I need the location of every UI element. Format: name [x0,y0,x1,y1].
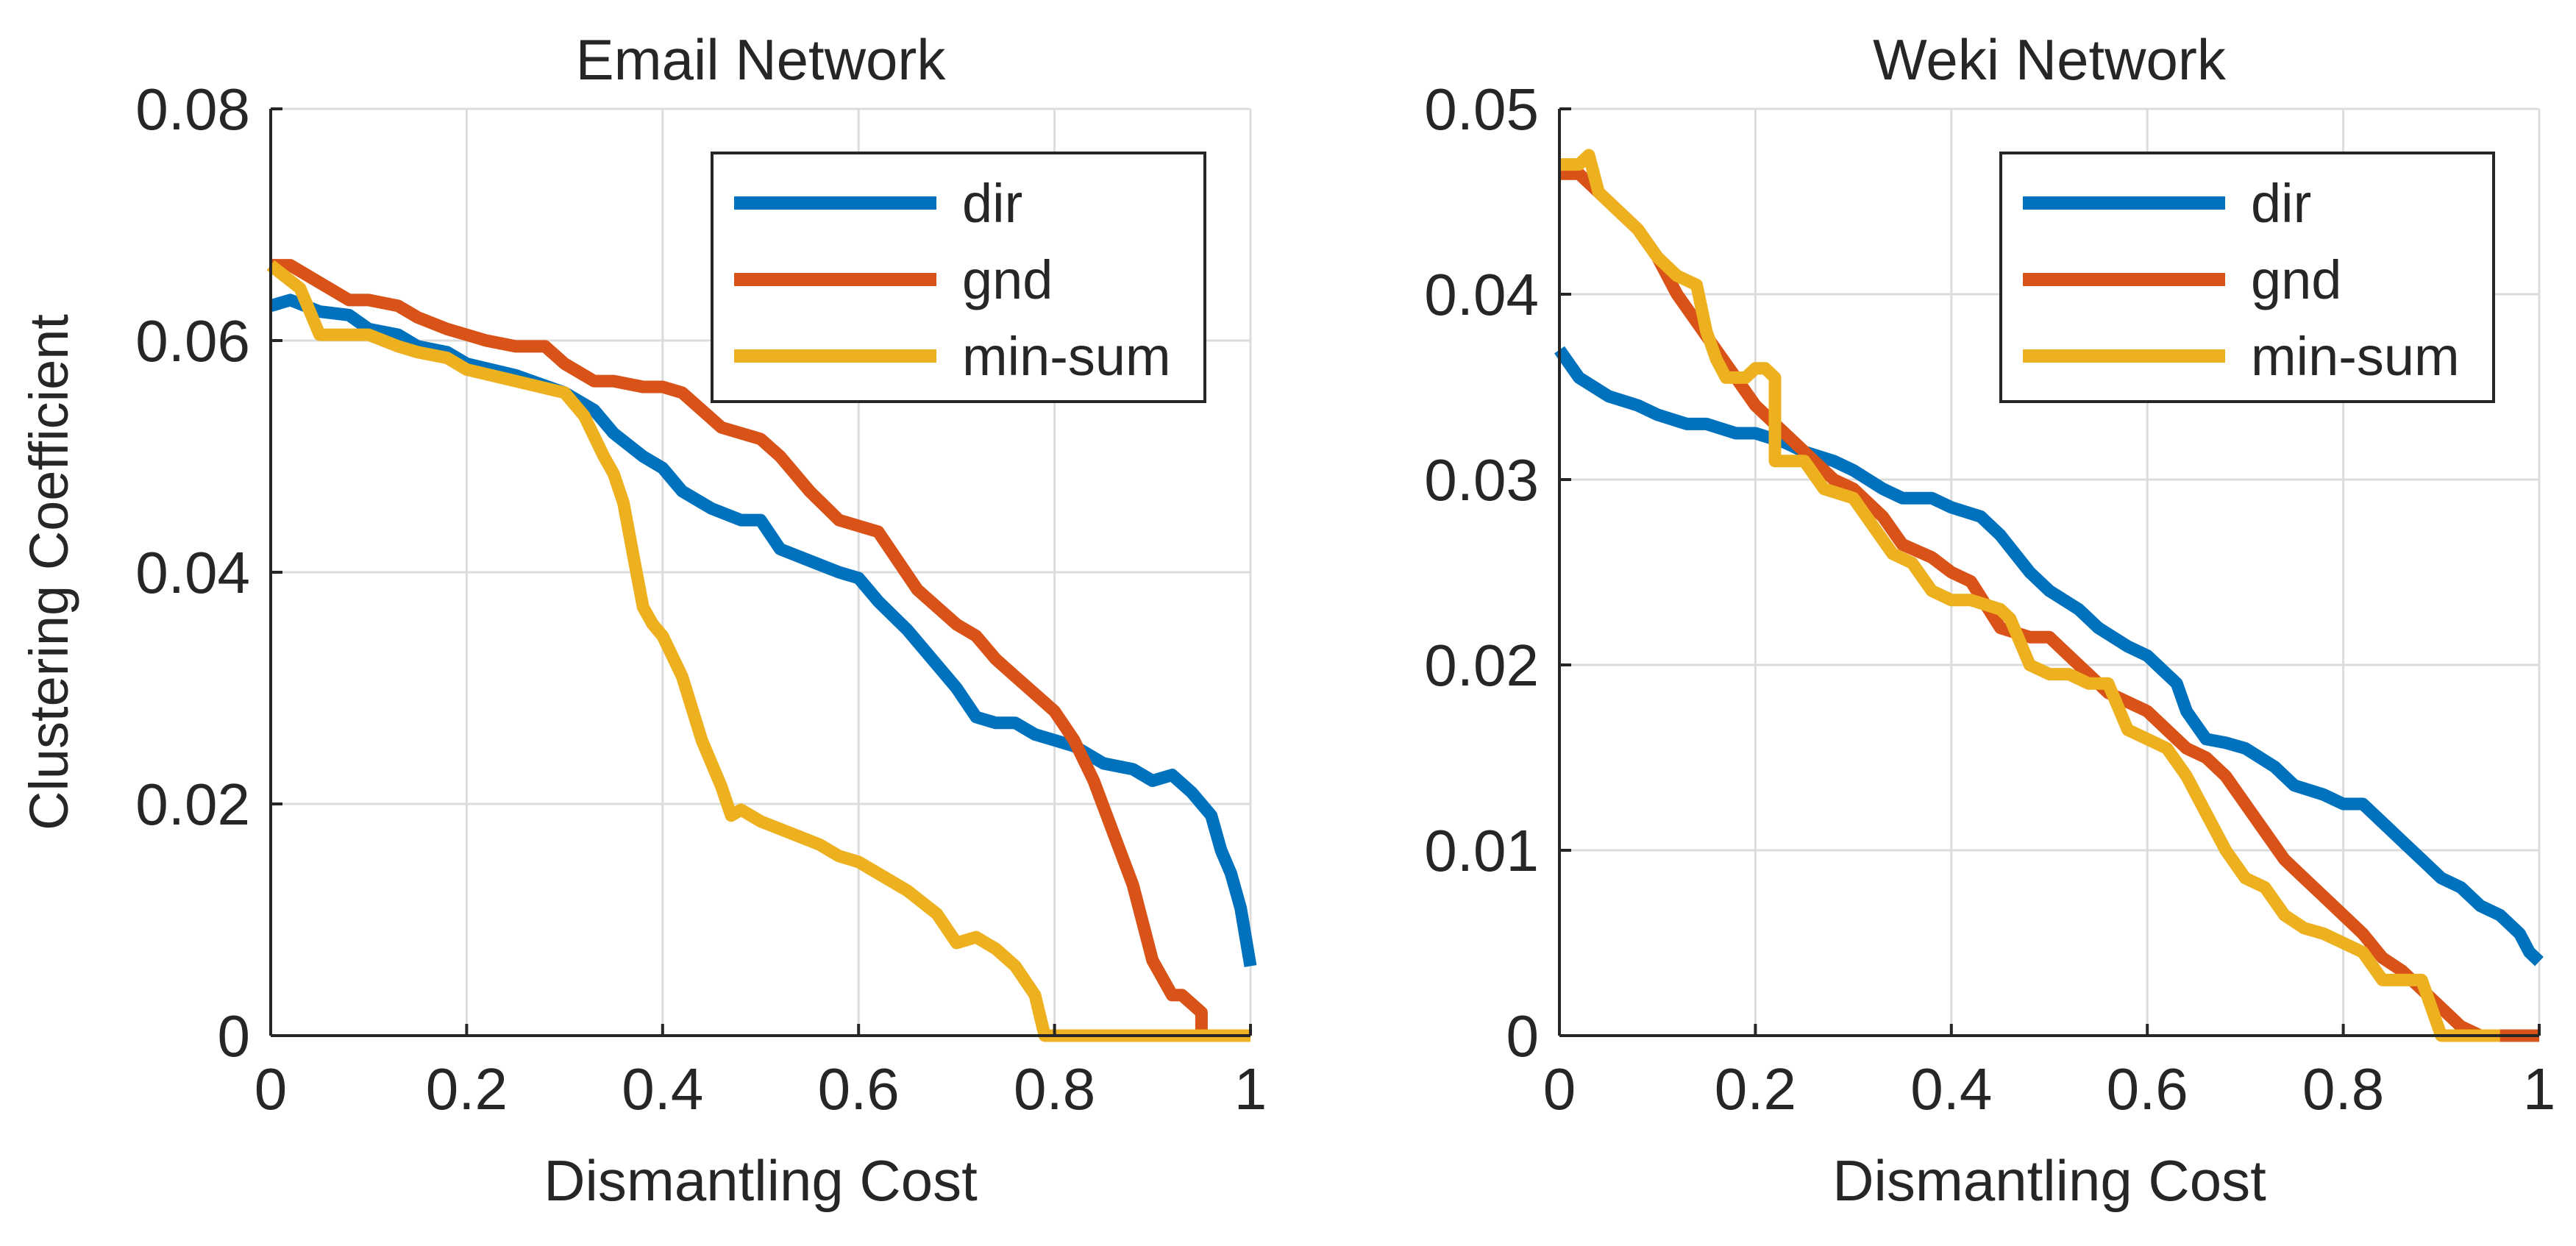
x-tick-label: 0.6 [818,1056,900,1122]
y-tick-label: 0.03 [1424,447,1539,513]
y-tick-label: 0.04 [135,540,250,605]
x-tick-label: 0 [255,1056,288,1122]
x-tick-label: 0.4 [1910,1056,1992,1122]
series-line-gnd [271,259,1208,1036]
legend: dir gnd min-sum [711,152,1206,403]
legend-label-dir: dir [2251,173,2311,234]
y-tick-label: 0.06 [135,308,250,374]
chart-email-network: 0 0.2 0.4 0.6 0.8 1 0 0.02 0.04 0.06 0.08 Email Net… [18,27,1267,1213]
y-tick-label: 0.04 [1424,262,1539,327]
y-tick-label: 0.01 [1424,818,1539,883]
x-axis-label: Dismantling Cost [544,1148,978,1213]
chart-title: Weki Network [1873,27,2227,92]
chart-title: Email Network [576,27,947,92]
legend-label-min-sum: min-sum [962,326,1171,387]
x-axis-label: Dismantling Cost [1832,1148,2266,1213]
y-tick-label: 0 [218,1003,251,1069]
y-tick-label: 0.02 [135,772,250,837]
series-line-min-sum [1559,149,2500,1042]
x-tick-label: 1 [1234,1056,1267,1122]
series-line-dir [1554,346,2544,966]
legend: dir gnd min-sum [1999,152,2495,403]
x-tick-label: 0 [1543,1056,1576,1122]
y-axis-label: Clustering Coefficient [18,314,79,830]
x-tick-label: 0.2 [426,1056,508,1122]
x-tick-label: 0.6 [2107,1056,2188,1122]
x-tick-label: 0.8 [2302,1056,2384,1122]
x-tick-label: 0.8 [1014,1056,1095,1122]
series-line-min-sum [266,260,1250,1042]
y-tick-label: 0.08 [135,76,250,142]
legend-label-min-sum: min-sum [2251,326,2460,387]
legend-label-gnd: gnd [2251,249,2341,310]
legend-label-dir: dir [962,173,1022,234]
y-tick-label: 0 [1506,1003,1540,1069]
y-tick-label: 0.02 [1424,633,1539,698]
y-tick-label: 0.05 [1424,76,1539,142]
x-tick-label: 0.4 [622,1056,703,1122]
legend-label-gnd: gnd [962,249,1053,310]
x-tick-label: 1 [2523,1056,2556,1122]
x-tick-label: 0.2 [1715,1056,1796,1122]
chart-weki-network: 0 0.2 0.4 0.6 0.8 1 0 0.01 0.02 0.03 0.04 0.05 Weki … [1424,27,2555,1213]
